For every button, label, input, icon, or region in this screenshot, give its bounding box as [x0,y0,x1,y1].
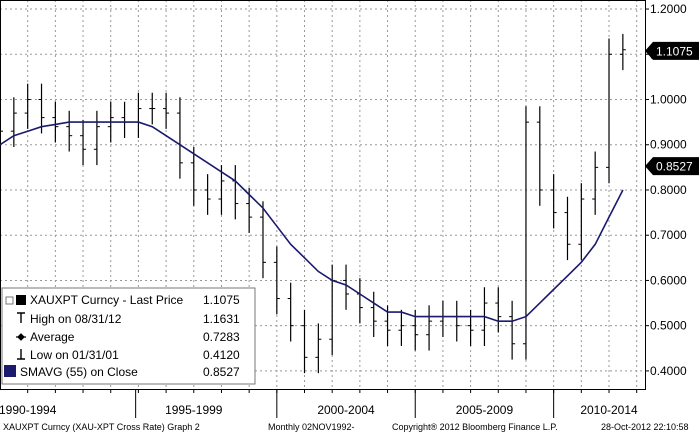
legend: XAUXPT Curncy - Last Price 1.1075 High o… [1,287,256,385]
price-bar [287,282,294,342]
legend-value-high: 1.1631 [203,312,240,326]
price-bar [536,106,543,206]
price-bar [10,97,17,148]
price-bar [93,110,100,166]
price-bar [232,165,239,220]
price-badge-shape [645,157,699,176]
legend-label-low: Low on 01/31/01 [30,348,119,362]
footer-timestamp: 28-Oct-2012 22:10:58 [601,422,689,432]
price-bar [38,83,45,134]
x-tick-label: 1995-1999 [165,403,223,417]
y-tick-label: 0.4000 [650,364,687,378]
price-bar [149,92,156,125]
legend-value-low: 0.4120 [203,348,240,362]
legend-marker-sma-icon [4,365,16,377]
price-badge-label: 1.1075 [656,44,693,58]
price-bar [176,97,183,179]
series-layer [0,33,626,374]
footer: XAUXPT Curncy (XAU-XPT Cross Rate) Graph… [0,420,700,434]
price-bar [218,165,225,215]
price-bar [66,110,73,152]
x-tick-label: 2010-2014 [580,403,638,417]
legend-box [1,287,256,385]
price-bar [398,309,405,347]
price-bar [121,101,128,138]
price-bar [315,323,322,374]
x-tick-label: 2005-2009 [456,403,514,417]
price-bar [550,174,557,229]
y-tick-label: 1.0000 [650,93,687,107]
legend-marker-price-icon [16,295,26,305]
legend-label-high: High on 08/31/12 [30,312,122,326]
y-tick-label: 0.9000 [650,138,687,152]
x-tick-label: 1990-1994 [0,403,57,417]
legend-marker-low-icon [17,349,25,360]
footer-background [0,420,700,434]
y-tick-label: 0.6000 [650,273,687,287]
price-bar [509,300,516,360]
price-bar [467,309,474,347]
price-bar [80,119,87,166]
price-bar [578,183,585,261]
price-bar [619,33,626,71]
price-bar [301,309,308,374]
price-bar [343,264,350,310]
legend-marker-average-icon [16,333,26,341]
y-tick-label: 0.7000 [650,228,687,242]
price-bar [439,300,446,337]
footer-chart-title: XAUXPT Curncy (XAU-XPT Cross Rate) Graph… [3,422,200,432]
price-badge-shape [645,41,699,60]
sma-line [0,121,624,322]
legend-label-sma: SMAVG (55) on Close [20,365,138,379]
price-bar [190,147,197,206]
price-bar [606,38,613,184]
legend-value-price: 1.1075 [203,293,240,307]
y-tick-label: 1.2000 [650,2,687,16]
price-bar [0,115,3,148]
price-bar [52,101,59,143]
legend-grip-icon [5,296,14,305]
legend-label-price: XAUXPT Curncy - Last Price [30,293,183,307]
price-bar [273,246,280,315]
plot-frame [0,0,646,390]
legend-label-average: Average [30,330,75,344]
x-tick-label: 2000-2004 [317,403,375,417]
price-bar [495,287,502,333]
price-bar [163,92,170,129]
price-bar [564,196,571,261]
legend-marker-high-icon [17,312,25,323]
price-bar [356,278,363,324]
price-bar [426,305,433,351]
price-bar [259,201,266,279]
price-bar [453,300,460,342]
price-bar [370,291,377,337]
price-bar [592,151,599,215]
price-bar [522,106,529,360]
legend-value-sma: 0.8527 [203,365,240,379]
legend-value-average: 0.7283 [203,330,240,344]
y-tick-label: 0.8000 [650,183,687,197]
price-badge: 1.1075 [645,41,699,60]
footer-frequency: Monthly 02NOV1992- [268,422,355,432]
footer-copyright: Copyright® 2012 Bloomberg Finance L.P. [392,422,558,432]
price-badge: 0.8527 [645,157,699,176]
price-badge-label: 0.8527 [656,160,693,174]
price-bar [204,174,211,215]
price-badges: 1.1075 0.8527 [645,41,699,176]
price-bar [24,83,31,129]
x-axis: 1990-1994 1995-1999 2000-2004 2005-2009 2010… [0,389,638,418]
y-tick-label: 0.5000 [650,319,687,333]
